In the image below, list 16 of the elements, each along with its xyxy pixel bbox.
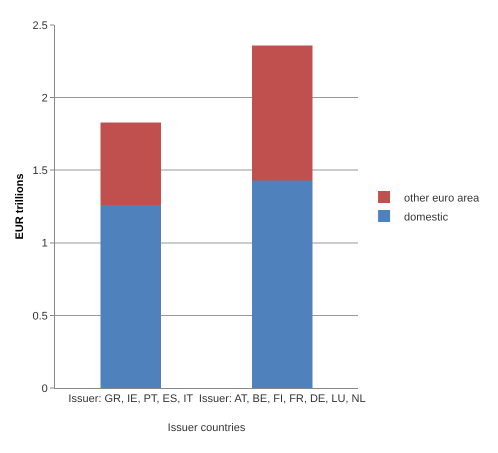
y-tick-label: 2	[42, 92, 48, 104]
y-tick-label: 0	[42, 382, 48, 395]
legend-label: domestic	[404, 211, 449, 224]
y-axis-title: EUR trillions	[14, 173, 26, 240]
y-tick-label: 2.5	[32, 20, 48, 32]
x-tick-label: Issuer: GR, IE, PT, ES, IT	[68, 393, 194, 406]
y-tick-label: 1	[42, 238, 48, 250]
x-tick-label: Issuer: AT, BE, FI, FR, DE, LU, NL	[198, 393, 366, 406]
bar	[100, 205, 162, 388]
y-tick-label: 1.5	[32, 165, 48, 178]
bar	[100, 122, 162, 206]
x-axis-title: Issuer countries	[168, 422, 246, 434]
bar	[252, 45, 313, 180]
legend-label: other euro area	[404, 192, 480, 204]
y-tick-label: 0.5	[32, 310, 48, 322]
bar	[252, 180, 313, 388]
